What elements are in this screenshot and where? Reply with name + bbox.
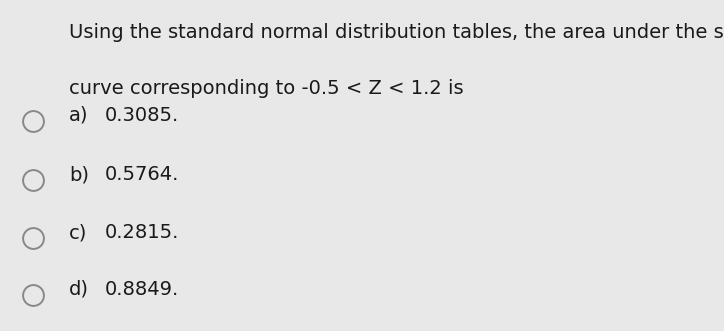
Text: d): d): [69, 280, 89, 299]
Text: a): a): [69, 106, 88, 125]
Text: curve corresponding to -0.5 < Z < 1.2 is: curve corresponding to -0.5 < Z < 1.2 is: [69, 79, 463, 98]
Text: 0.3085.: 0.3085.: [105, 106, 180, 125]
Text: c): c): [69, 223, 87, 242]
Text: Using the standard normal distribution tables, the area under the standard Norma: Using the standard normal distribution t…: [69, 23, 724, 42]
Text: 0.5764.: 0.5764.: [105, 166, 180, 184]
Text: 0.2815.: 0.2815.: [105, 223, 180, 242]
Text: 0.8849.: 0.8849.: [105, 280, 180, 299]
Text: b): b): [69, 166, 89, 184]
